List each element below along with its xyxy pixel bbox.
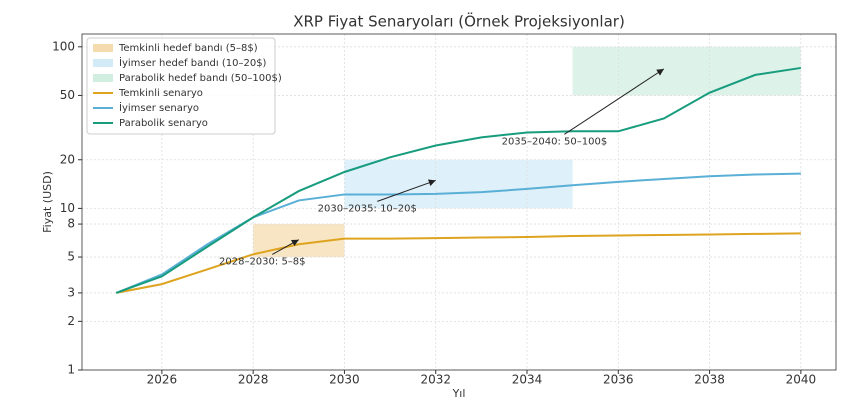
y-tick-label: 20 <box>60 152 75 166</box>
annotation: 2030–2035: 10–20$ <box>318 203 417 214</box>
x-tick-label: 2036 <box>603 373 634 387</box>
legend-label: İyimser senaryo <box>119 101 199 114</box>
x-tick-label: 2028 <box>238 373 269 387</box>
legend-swatch <box>93 59 113 67</box>
legend-label: İyimser hedef bandı (10–20$) <box>119 56 267 69</box>
chart-title: XRP Fiyat Senaryoları (Örnek Projeksiyon… <box>293 12 625 31</box>
x-tick-label: 2038 <box>694 373 725 387</box>
x-tick-label: 2030 <box>329 373 360 387</box>
y-tick-label: 5 <box>67 250 75 264</box>
target-band <box>572 46 801 96</box>
legend-swatch <box>93 74 113 82</box>
y-axis-label: Fiyat (USD) <box>41 171 54 233</box>
annotation-arrow <box>377 179 436 202</box>
x-axis-label: Yıl <box>452 387 466 400</box>
y-tick-label: 50 <box>60 88 75 102</box>
series-line <box>116 232 801 294</box>
annotation-arrow <box>272 239 300 255</box>
y-tick-label: 10 <box>60 201 75 215</box>
target-band <box>344 159 573 209</box>
annotation-arrow <box>564 68 665 135</box>
x-tick-label: 2032 <box>420 373 451 387</box>
legend: Temkinli hedef bandı (5–8$) İyimser hedef… <box>86 37 282 135</box>
y-tick-label: 1 <box>67 363 75 377</box>
y-tick-label: 100 <box>52 39 75 53</box>
series-line <box>115 66 802 294</box>
legend-label: Parabolik hedef bandı (50–100$) <box>119 73 282 84</box>
annotation: 2035–2040: 50–100$ <box>502 136 608 147</box>
y-tick-label: 8 <box>67 217 75 231</box>
y-tick-label: 2 <box>67 314 75 328</box>
annotation: 2028–2030: 5–8$ <box>219 256 306 267</box>
legend-swatch <box>93 44 113 52</box>
x-tick-label: 2040 <box>786 373 817 387</box>
plot-frame <box>81 33 837 371</box>
series-line <box>115 172 801 294</box>
y-tick-label: 3 <box>67 285 75 299</box>
legend-label: Temkinli hedef bandı (5–8$) <box>118 43 258 54</box>
x-tick-label: 2026 <box>147 373 178 387</box>
legend-label: Parabolik senaryo <box>119 118 208 129</box>
x-tick-label: 2034 <box>512 373 543 387</box>
legend-frame <box>86 37 276 135</box>
legend-label: Temkinli senaryo <box>118 88 203 99</box>
